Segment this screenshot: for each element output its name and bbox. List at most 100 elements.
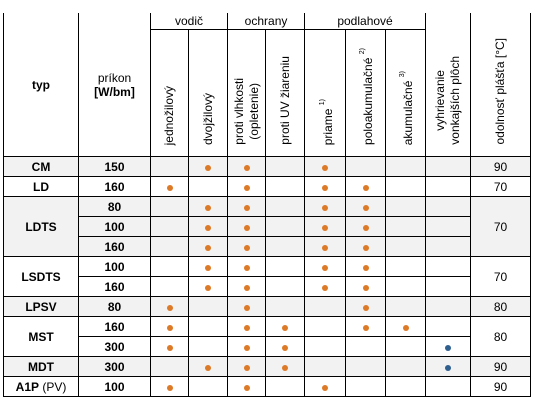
column-line: poloakumulačné 2) — [359, 48, 376, 145]
type-name: A1P — [15, 379, 39, 394]
group-label: ochrany — [244, 14, 288, 28]
dot-cell — [187, 236, 229, 257]
dot — [362, 244, 369, 251]
power-cell: 80 — [78, 296, 151, 317]
dot-cell — [385, 336, 427, 357]
table-row: CM 150 90 — [3, 156, 532, 177]
dot-cell — [227, 296, 267, 317]
dot-cell — [425, 176, 472, 197]
type-cell: LDTS — [3, 196, 79, 257]
dot-cell — [385, 216, 427, 237]
dot-cell — [425, 376, 472, 397]
resistance-cell: 90 — [470, 376, 532, 397]
dot-cell — [150, 236, 189, 257]
dot — [243, 184, 250, 191]
resistance-cell: 80 — [470, 296, 532, 317]
dot-cell — [187, 216, 229, 237]
power-cell: 80 — [78, 196, 151, 217]
resistance-value: 90 — [493, 159, 508, 174]
dot-cell — [425, 336, 472, 357]
table-row: 100 — [4, 216, 531, 237]
dot-cell — [150, 336, 189, 357]
resistance-value: 80 — [493, 329, 508, 344]
resistance-value: 70 — [493, 269, 508, 284]
column-header: proti UV žiareniu — [265, 29, 306, 157]
table-row: 160 — [4, 236, 531, 257]
dot-cell — [265, 316, 306, 337]
dot-cell — [425, 356, 472, 377]
dot — [362, 324, 369, 331]
dot — [205, 284, 211, 291]
dot-cell — [304, 336, 347, 357]
dot — [322, 284, 329, 291]
dot-cell — [345, 196, 387, 217]
dot-cell — [304, 296, 347, 317]
dot-cell — [150, 156, 189, 177]
dot-cell — [265, 256, 306, 277]
column-label: proti vlhkosti (opletenie) — [232, 78, 262, 153]
power-value: 100 — [104, 379, 125, 394]
dot-cell — [425, 156, 472, 177]
dot-cell — [265, 196, 306, 217]
type-cell: LPSV — [3, 296, 79, 317]
footnote-mark: 2) — [359, 48, 367, 55]
dot — [243, 204, 250, 211]
column-label: priame 1) — [315, 99, 336, 153]
resistance-cell: 90 — [470, 356, 532, 377]
dot-cell — [385, 276, 427, 297]
dot — [362, 184, 369, 191]
column-label: akumulačné 3) — [395, 71, 416, 153]
table-row: 160 — [4, 276, 531, 297]
group-header: vodič — [149, 13, 229, 30]
dot — [445, 364, 452, 371]
dot-cell — [385, 176, 427, 197]
column-line: jednožilový — [162, 85, 176, 145]
column-header: vyhrievanie vonkajších plôch — [425, 13, 472, 157]
footnote-mark: 1) — [318, 98, 326, 105]
dot — [282, 324, 289, 331]
dot-cell — [425, 196, 472, 217]
table-row: LPSV 80 80 — [3, 296, 532, 317]
dot — [243, 384, 250, 391]
dot — [205, 204, 211, 211]
dot — [322, 384, 329, 391]
group-header: ochrany — [227, 13, 306, 30]
dot-cell — [150, 316, 189, 337]
power-cell: 100 — [78, 376, 151, 397]
dot — [205, 224, 211, 231]
dot — [243, 264, 250, 271]
header-cell: typ — [3, 13, 79, 157]
header-typ: typ — [32, 77, 50, 92]
dot-cell — [187, 156, 229, 177]
resistance-cell: 70 — [470, 176, 532, 197]
type-name: CM — [31, 159, 51, 174]
dot-cell — [150, 196, 189, 217]
dot-cell — [304, 236, 347, 257]
power-value: 80 — [107, 199, 122, 214]
dot-cell — [345, 336, 387, 357]
header-row: jednožilový dvojžilový proti vlhkosti (ople… — [4, 29, 531, 157]
dot-cell — [345, 376, 387, 397]
table-row: 300 — [4, 336, 531, 357]
dot-cell — [345, 236, 387, 257]
dot-cell — [265, 236, 306, 257]
power-cell: 160 — [78, 236, 151, 257]
dot — [322, 244, 329, 251]
dot — [205, 264, 211, 271]
type-cell: LSDTS — [3, 256, 79, 297]
column-header: priame 1) — [304, 29, 347, 157]
dot-cell — [385, 156, 427, 177]
dot-cell — [385, 196, 427, 217]
dot-cell — [385, 316, 427, 337]
column-line: proti UV žiareniu — [277, 56, 292, 145]
power-value: 160 — [104, 319, 125, 334]
table-row: LSDTS 100 70 — [3, 256, 532, 297]
dot — [166, 384, 173, 391]
dot-cell — [304, 376, 347, 397]
dot — [205, 364, 211, 371]
dot-cell — [304, 276, 347, 297]
column-header: odolnosť plášťa [°C] — [470, 13, 532, 157]
resistance-value: 90 — [493, 359, 508, 374]
dot-cell — [227, 376, 267, 397]
dot-cell — [187, 316, 229, 337]
